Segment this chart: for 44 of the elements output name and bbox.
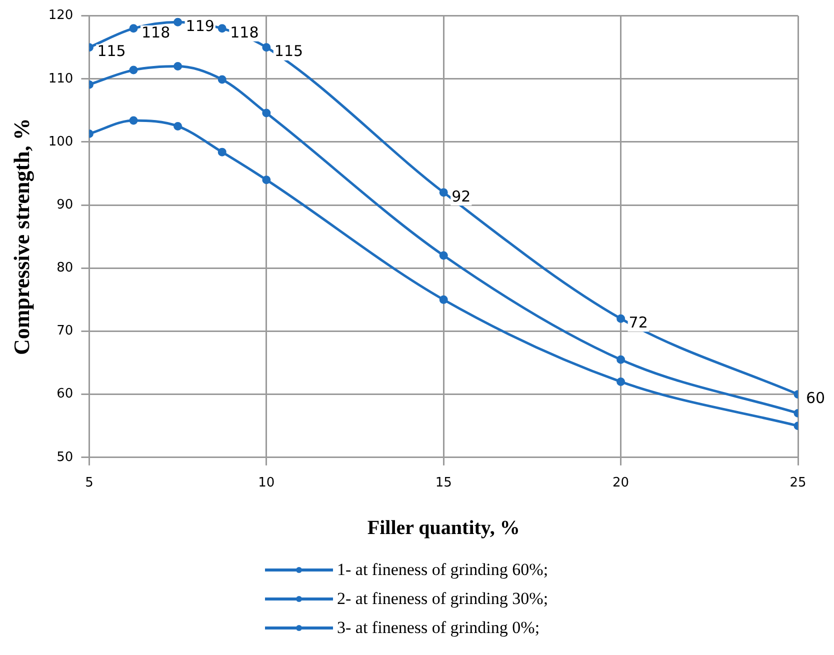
point <box>218 148 226 156</box>
y-tick-label: 50 <box>56 450 74 465</box>
legend-label: 3- at fineness of grinding 0%; <box>337 618 540 638</box>
point <box>174 62 182 71</box>
x-axis-title: Filler quantity, % <box>367 517 520 540</box>
legend-label: 2- at fineness of grinding 30%; <box>337 588 548 608</box>
data-label: 72 <box>628 314 648 332</box>
legend-label: 1- at fineness of grinding 60%; <box>337 560 548 580</box>
data-label: 119 <box>186 17 214 35</box>
point <box>218 75 226 84</box>
point <box>174 18 182 26</box>
point <box>616 355 626 364</box>
y-tick-label: 70 <box>56 324 74 339</box>
data-label: 118 <box>142 23 170 42</box>
point <box>439 188 448 197</box>
x-tick-label: 20 <box>612 476 630 491</box>
y-tick-label: 100 <box>48 134 74 150</box>
point <box>262 108 271 118</box>
data-label: 118 <box>230 23 259 42</box>
point <box>616 377 626 386</box>
data-label: 92 <box>452 187 471 206</box>
x-tick-label: 10 <box>258 476 275 491</box>
y-tick-label: 120 <box>48 8 74 24</box>
x-tick-label: 5 <box>85 476 94 491</box>
data-label: 60 <box>806 389 826 408</box>
point <box>439 295 448 304</box>
point <box>616 314 626 323</box>
y-axis-title: Compressive strength, % <box>8 118 34 356</box>
data-label: 115 <box>274 42 304 60</box>
point <box>129 24 138 33</box>
point <box>262 43 271 52</box>
y-tick-label: 90 <box>56 197 74 212</box>
point <box>129 116 138 125</box>
x-tick-label: 15 <box>435 476 452 491</box>
data-label: 115 <box>97 42 126 60</box>
point <box>129 66 138 74</box>
y-tick-label: 110 <box>48 71 74 86</box>
y-tick-label: 60 <box>56 386 74 402</box>
x-tick-label: 25 <box>790 476 806 491</box>
point <box>174 122 182 130</box>
point <box>262 176 271 184</box>
point <box>218 24 226 33</box>
y-tick-label: 80 <box>56 260 74 276</box>
point <box>439 251 448 260</box>
